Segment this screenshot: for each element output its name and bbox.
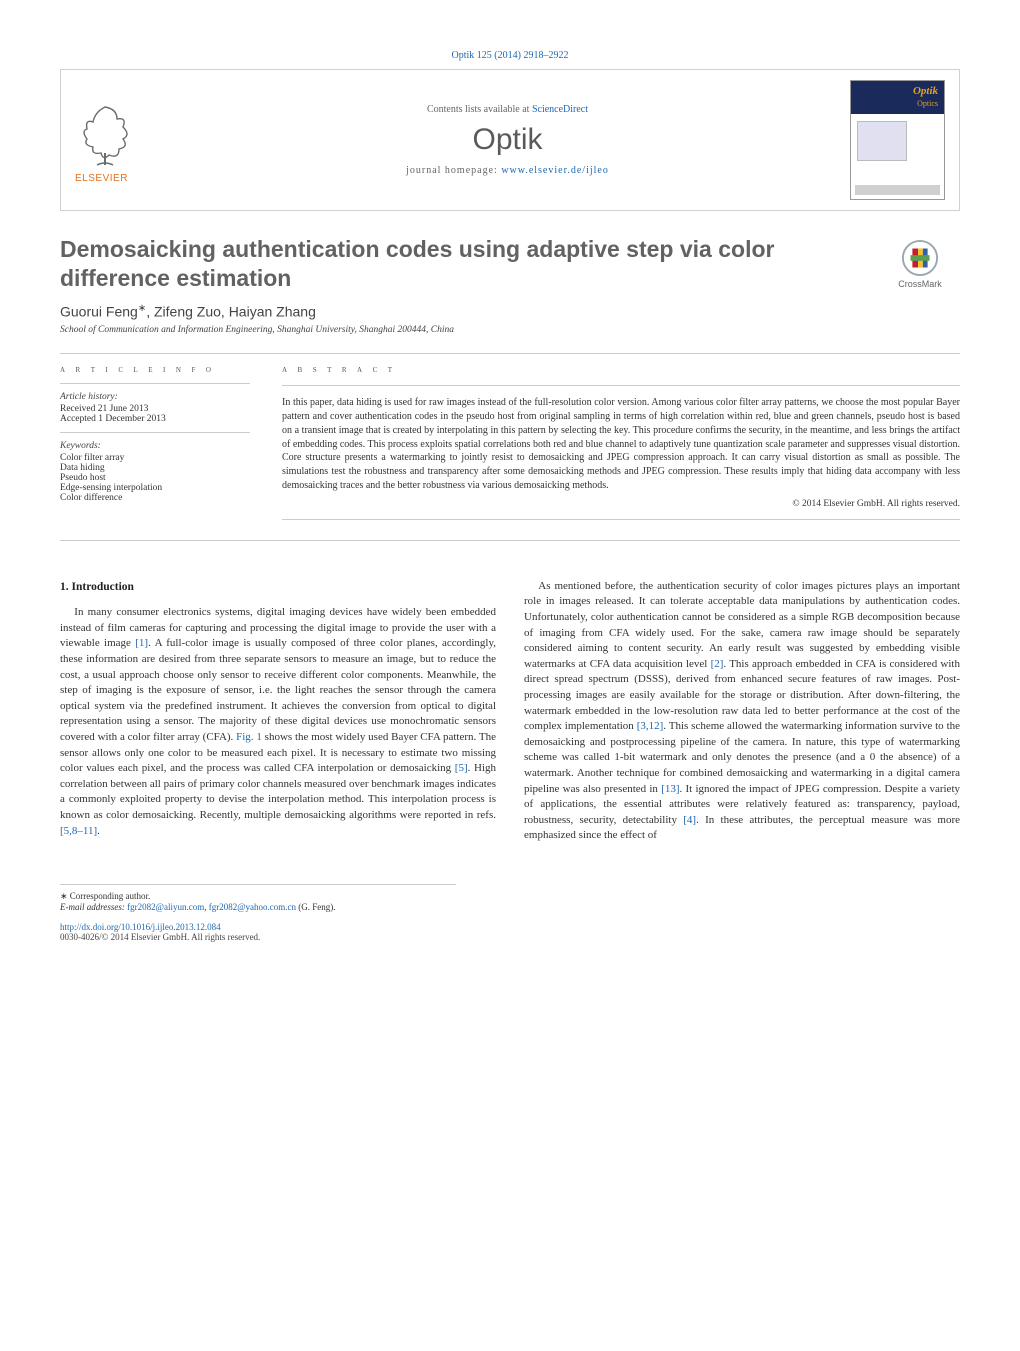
corr-label: Corresponding author.	[70, 891, 151, 901]
journal-banner: ELSEVIER Contents lists available at Sci…	[60, 69, 960, 211]
author-list: Guorui Feng∗, Zifeng Zuo, Haiyan Zhang	[60, 303, 960, 320]
keyword: Data hiding	[60, 463, 250, 473]
para-text: As mentioned before, the authentication …	[524, 580, 960, 670]
abstract-block: a b s t r a c t In this paper, data hidi…	[282, 364, 960, 530]
email-link[interactable]: fgr2082@aliyun.com	[127, 902, 204, 912]
publisher-block: ELSEVIER	[75, 97, 165, 184]
abstract-text: In this paper, data hiding is used for r…	[282, 396, 960, 493]
history-accepted: Accepted 1 December 2013	[60, 414, 250, 424]
publisher-name: ELSEVIER	[75, 173, 128, 184]
history-received: Received 21 June 2013	[60, 404, 250, 414]
email-suffix: (G. Feng).	[296, 902, 336, 912]
figure-link[interactable]: Fig. 1	[236, 731, 262, 743]
history-label: Article history:	[60, 392, 250, 402]
crossmark-badge[interactable]: CrossMark	[880, 239, 960, 289]
sciencedirect-link[interactable]: ScienceDirect	[532, 104, 588, 115]
citation-header: Optik 125 (2014) 2918–2922	[60, 50, 960, 61]
article-info-heading: a r t i c l e i n f o	[60, 364, 250, 375]
para-text: .	[97, 825, 100, 837]
homepage-line: journal homepage: www.elsevier.de/ijleo	[165, 165, 850, 176]
citation-link[interactable]: Optik 125 (2014) 2918–2922	[452, 50, 569, 61]
email-label: E-mail addresses:	[60, 902, 127, 912]
corr-marker: ∗	[138, 303, 146, 314]
contents-prefix: Contents lists available at	[427, 104, 532, 115]
doi-line: http://dx.doi.org/10.1016/j.ijleo.2013.1…	[60, 922, 960, 932]
section-heading-1: 1. Introduction	[60, 579, 496, 595]
keyword: Edge-sensing interpolation	[60, 483, 250, 493]
elsevier-tree-icon	[75, 97, 135, 167]
footnotes: ∗ Corresponding author. E-mail addresses…	[60, 884, 456, 912]
keywords-label: Keywords:	[60, 441, 250, 451]
affiliation: School of Communication and Information …	[60, 325, 960, 335]
crossmark-icon	[901, 239, 939, 277]
cite-link[interactable]: [13]	[661, 783, 679, 795]
rule-bottom	[60, 540, 960, 541]
homepage-prefix: journal homepage:	[406, 165, 501, 176]
author-1: Guorui Feng	[60, 303, 138, 319]
cite-link[interactable]: [2]	[711, 658, 724, 670]
cite-link[interactable]: [1]	[135, 637, 148, 649]
corr-star: ∗	[60, 891, 70, 901]
para-text: known as color demosaicking. Recently, m…	[60, 809, 496, 821]
contents-line: Contents lists available at ScienceDirec…	[165, 104, 850, 115]
abstract-copyright: © 2014 Elsevier GmbH. All rights reserve…	[282, 499, 960, 509]
keyword: Pseudo host	[60, 473, 250, 483]
rule-top	[60, 353, 960, 354]
cite-link[interactable]: [5,8–11]	[60, 825, 97, 837]
homepage-link[interactable]: www.elsevier.de/ijleo	[501, 165, 609, 176]
abstract-heading: a b s t r a c t	[282, 364, 960, 375]
cite-link[interactable]: [5]	[455, 762, 468, 774]
cover-thumbnail: Optik Optics	[850, 80, 945, 200]
article-title: Demosaicking authentication codes using …	[60, 235, 866, 293]
keyword: Color difference	[60, 493, 250, 503]
article-info-block: a r t i c l e i n f o Article history: R…	[60, 364, 250, 530]
para-text: . A full-color image is usually composed…	[60, 637, 496, 743]
keyword: Color filter array	[60, 453, 250, 463]
cite-link[interactable]: [4]	[683, 814, 696, 826]
cover-subtitle: Optics	[917, 99, 938, 108]
doi-link[interactable]: http://dx.doi.org/10.1016/j.ijleo.2013.1…	[60, 922, 221, 932]
journal-name: Optik	[165, 123, 850, 157]
issn-line: 0030-4026/© 2014 Elsevier GmbH. All righ…	[60, 932, 960, 942]
crossmark-label: CrossMark	[898, 279, 942, 289]
authors-rest: , Zifeng Zuo, Haiyan Zhang	[146, 303, 316, 319]
cite-link[interactable]: [3,12]	[637, 720, 664, 732]
body-text: 1. Introduction In many consumer electro…	[60, 579, 960, 844]
email-link[interactable]: fgr2082@yahoo.com.cn	[209, 902, 296, 912]
cover-title: Optik	[913, 85, 938, 97]
